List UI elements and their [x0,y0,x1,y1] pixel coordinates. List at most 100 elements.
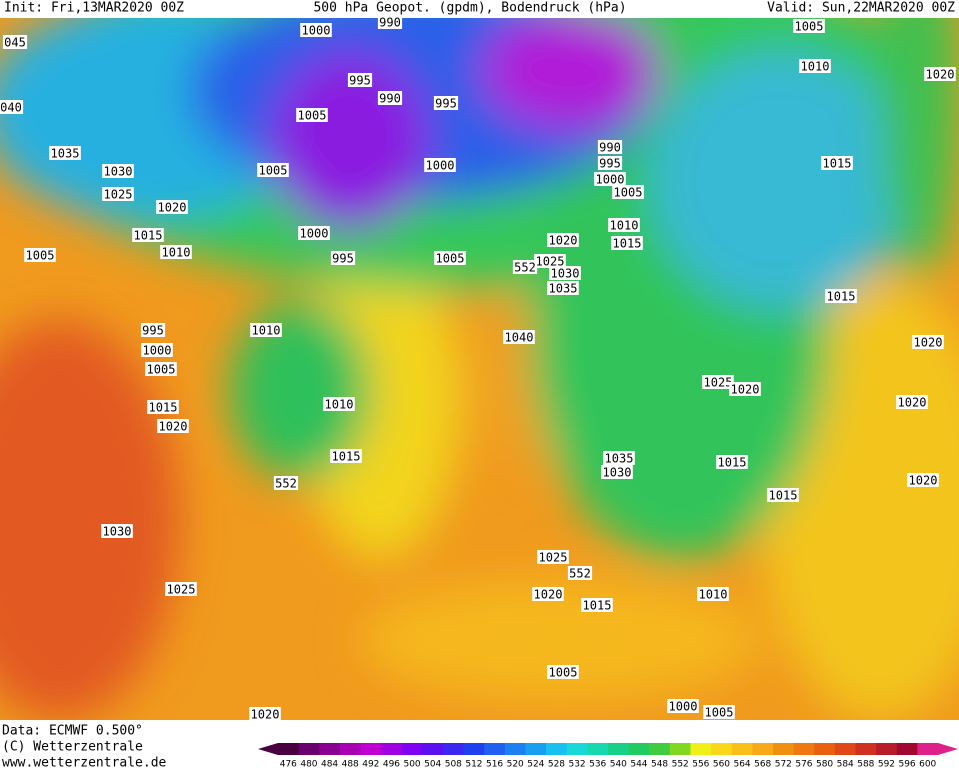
colorbar-label: 592 [878,760,895,770]
label-box [424,158,456,172]
colorbar-label: 524 [527,760,544,770]
contour-label: 1030 [551,267,580,281]
label-box [608,218,640,232]
label-box [825,289,857,303]
data-source: Data: ECMWF 0.500° [2,724,143,739]
contour-label: 1010 [610,219,639,233]
contour-label: 1005 [436,252,465,266]
contour-label: 1015 [134,229,163,243]
contour-label: 1000 [300,227,329,241]
colorbar-swatch [566,743,588,755]
contour-label: 045 [4,36,26,50]
label-box [140,323,166,337]
colorbar-label: 572 [775,760,792,770]
label-box [147,400,179,414]
contour-label: 1020 [534,588,563,602]
contour-label: 1000 [302,24,331,38]
label-box [597,156,623,170]
contour-label: 1005 [795,20,824,34]
contour-label: 1020 [251,708,280,722]
label-box [298,226,330,240]
contour-label: 1025 [539,551,568,565]
contour-label: 040 [0,101,22,115]
colorbar-swatch [690,743,712,755]
colorbar-swatch [814,743,836,755]
map-field [0,18,959,720]
label-box [377,15,403,29]
contour-label: 552 [514,261,536,275]
colorbar-swatch [546,743,568,755]
contour-label: 1015 [769,489,798,503]
label-box [702,375,734,389]
colorbar-swatch [711,743,733,755]
contour-label: 552 [569,567,591,581]
label-box [102,187,134,201]
colorbar-swatch [463,743,485,755]
contour-label: 1015 [332,450,361,464]
label-box [157,419,189,433]
label-box [549,266,581,280]
contour-label: 1005 [549,666,578,680]
colorbar-swatch [628,743,650,755]
colorbar-swatch [649,743,671,755]
contour-label: 1000 [669,700,698,714]
colorbar-right-arrow [938,743,958,755]
colorbar-label: 600 [919,760,936,770]
colorbar-swatch [484,743,506,755]
label-box [145,362,177,376]
contour-label: 990 [379,16,401,30]
label-box [537,550,569,564]
colorbar-left-arrow [258,743,278,755]
colorbar: 476 480 484 488 492 496 500 504 508 512 516 520 524 5… [258,743,958,770]
label-box [434,251,466,265]
label-box [156,200,188,214]
label-box [896,395,928,409]
label-box [912,335,944,349]
label-box [547,233,579,247]
colorbar-swatch [339,743,361,755]
colorbar-swatch [896,743,918,755]
colorbar-label: 500 [403,760,420,770]
contour-label: 1005 [259,164,288,178]
contour-label: 1030 [104,165,133,179]
colorbar-label: 596 [898,760,915,770]
label-box [0,100,24,114]
label-box [703,705,735,719]
contour-label: 1005 [26,249,55,263]
label-box [716,455,748,469]
label-box [512,260,538,274]
contour-label: 1020 [898,396,927,410]
colorbar-label: 560 [713,760,730,770]
colorbar-label: 536 [589,760,606,770]
colorbar-swatch [793,743,815,755]
label-box [347,73,373,87]
contour-label: 1010 [699,588,728,602]
colorbar-label: 504 [424,760,441,770]
label-box [300,23,332,37]
contour-label: 1030 [603,466,632,480]
contour-label: 1010 [252,324,281,338]
colorbar-label: 580 [816,760,833,770]
label-box [330,251,356,265]
colorbar-label: 540 [610,760,627,770]
colorbar-swatch [752,743,774,755]
colorbar-label: 512 [465,760,482,770]
contour-label: 1025 [704,376,733,390]
colorbar-label: 556 [692,760,709,770]
contour-label: 1000 [426,159,455,173]
colorbar-swatch [608,743,630,755]
colorbar-swatch [587,743,609,755]
colorbar-label: 584 [837,760,854,770]
label-box [611,236,643,250]
contour-label: 1040 [505,331,534,345]
contour-label: 1005 [147,363,176,377]
label-box [532,587,564,601]
label-box [603,451,635,465]
label-box [503,330,535,344]
label-box [250,323,282,337]
contour-label: 1015 [583,599,612,613]
colorbar-label: 548 [651,760,668,770]
colorbar-label: 516 [486,760,503,770]
contour-label: 1005 [705,706,734,720]
